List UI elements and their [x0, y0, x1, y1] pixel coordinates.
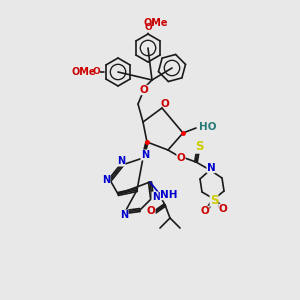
Text: N: N: [102, 175, 110, 185]
Text: O: O: [147, 206, 155, 216]
Text: S: S: [210, 194, 218, 206]
Text: O: O: [92, 68, 100, 76]
Text: O: O: [219, 204, 227, 214]
Text: OMe: OMe: [144, 18, 168, 28]
Text: N: N: [152, 192, 160, 202]
Text: OMe: OMe: [72, 67, 96, 77]
Text: HO: HO: [199, 122, 217, 132]
Text: O: O: [177, 153, 185, 163]
Text: O: O: [160, 99, 169, 109]
Text: O: O: [201, 206, 209, 216]
Text: O: O: [144, 23, 152, 32]
Text: O: O: [140, 85, 148, 95]
Text: S: S: [195, 140, 203, 154]
Text: N: N: [141, 150, 149, 160]
Text: N: N: [207, 163, 215, 173]
Text: N: N: [117, 156, 125, 166]
Text: N: N: [120, 210, 128, 220]
Text: NH: NH: [160, 190, 178, 200]
